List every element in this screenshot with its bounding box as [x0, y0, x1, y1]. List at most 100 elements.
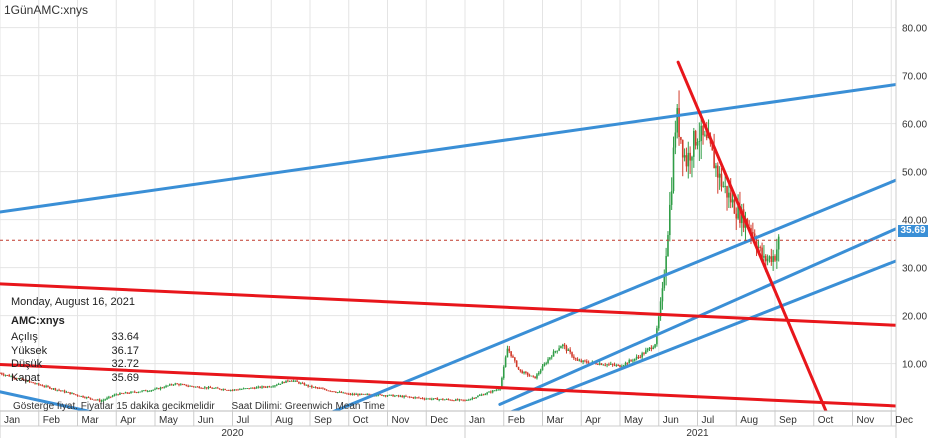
- candle-body: [349, 393, 352, 395]
- candle-body: [480, 394, 483, 396]
- candle-body: [264, 387, 267, 388]
- candle-body: [453, 400, 455, 402]
- candle-body: [639, 356, 642, 358]
- candle-body: [563, 344, 566, 347]
- candle-body: [194, 386, 197, 388]
- info-value-open: 33.64: [111, 331, 139, 343]
- x-tick-label: Apr: [120, 415, 136, 426]
- candle-body: [144, 390, 147, 392]
- candle-body: [45, 385, 47, 387]
- candle-body: [259, 386, 261, 388]
- x-tick-label: Feb: [508, 415, 526, 426]
- candle-body: [763, 255, 765, 258]
- candle-body: [285, 380, 287, 383]
- candle-body: [545, 363, 547, 364]
- candle-body: [279, 383, 282, 385]
- candle-body: [268, 386, 271, 388]
- candle-body: [174, 383, 177, 385]
- candle-body: [242, 388, 245, 390]
- candle-body: [98, 399, 101, 402]
- candle-body: [678, 108, 680, 138]
- candle-body: [471, 397, 474, 399]
- candle-body: [346, 393, 348, 395]
- candle-body: [211, 387, 214, 389]
- candle-body: [600, 363, 603, 365]
- candle-body: [669, 204, 671, 236]
- candle-body: [347, 393, 350, 395]
- candle-body: [15, 378, 18, 380]
- candle-body: [314, 386, 317, 388]
- candle-body: [626, 362, 629, 364]
- candle-body: [526, 372, 529, 376]
- candle-body: [761, 247, 763, 258]
- candle-body: [277, 383, 280, 385]
- candle-body: [523, 371, 525, 374]
- info-row-open: Açılış 33.64: [11, 331, 139, 345]
- candle-body: [84, 397, 86, 399]
- x-tick-label: Jun: [663, 415, 679, 426]
- candle-body: [189, 385, 191, 387]
- candle-body: [617, 364, 619, 366]
- candle-body: [510, 351, 512, 357]
- candle-body: [159, 387, 162, 390]
- candle-body: [521, 370, 524, 374]
- candle-body: [722, 186, 725, 188]
- candle-body: [305, 384, 308, 386]
- candle-body: [246, 388, 249, 389]
- candle-body: [21, 378, 23, 380]
- candle-body: [637, 356, 640, 358]
- candle-body: [379, 394, 381, 396]
- candle-body: [406, 396, 409, 398]
- candle-body: [482, 394, 485, 396]
- candle-body: [530, 375, 533, 377]
- candle-body: [71, 393, 73, 395]
- plot-area: [0, 0, 896, 411]
- candle-body: [143, 390, 145, 392]
- candle-body: [32, 382, 35, 384]
- candle-body: [311, 385, 313, 388]
- candle-body: [132, 391, 134, 393]
- candle-body: [185, 384, 188, 386]
- x-tick-label: May: [159, 415, 178, 426]
- candle-body: [209, 387, 212, 388]
- candle-body: [323, 388, 326, 390]
- candle-body: [578, 360, 581, 362]
- candle-body: [506, 348, 509, 358]
- x-tick-label: Nov: [392, 415, 410, 426]
- trendline-red: [0, 282, 896, 327]
- candle-body: [602, 364, 605, 366]
- candle-body: [449, 399, 452, 401]
- candle-body: [665, 256, 667, 276]
- x-tick-label: Dec: [895, 415, 913, 426]
- candle-body: [737, 205, 739, 219]
- candle-body: [91, 398, 94, 400]
- candle-body: [301, 383, 304, 384]
- candle-body: [296, 380, 298, 382]
- candle-body: [619, 365, 621, 368]
- candle-body: [772, 256, 774, 262]
- candle-body: [615, 364, 618, 366]
- candle-body: [683, 155, 686, 158]
- candle-body: [484, 393, 487, 396]
- candle-body: [515, 360, 518, 367]
- delay-notice: Gösterge fiyat. Fiyatlar 15 dakika gecik…: [13, 401, 215, 412]
- candle-body: [4, 375, 7, 376]
- candle-body: [447, 399, 450, 400]
- candle-body: [473, 397, 476, 399]
- candle-body: [525, 371, 527, 373]
- candle-body: [442, 398, 444, 400]
- candle-body: [776, 249, 778, 261]
- candle-body: [654, 344, 656, 348]
- candle-body: [552, 351, 555, 357]
- candle-body: [67, 391, 70, 393]
- info-date: Monday, August 16, 2021: [11, 296, 135, 308]
- candle-body: [60, 390, 62, 392]
- info-value-close: 35.69: [111, 371, 139, 384]
- candle-body: [25, 379, 27, 382]
- candle-body: [342, 392, 345, 394]
- candle-body: [89, 397, 92, 399]
- candle-body: [36, 383, 38, 385]
- candle-body: [628, 360, 631, 364]
- candle-body: [312, 386, 315, 388]
